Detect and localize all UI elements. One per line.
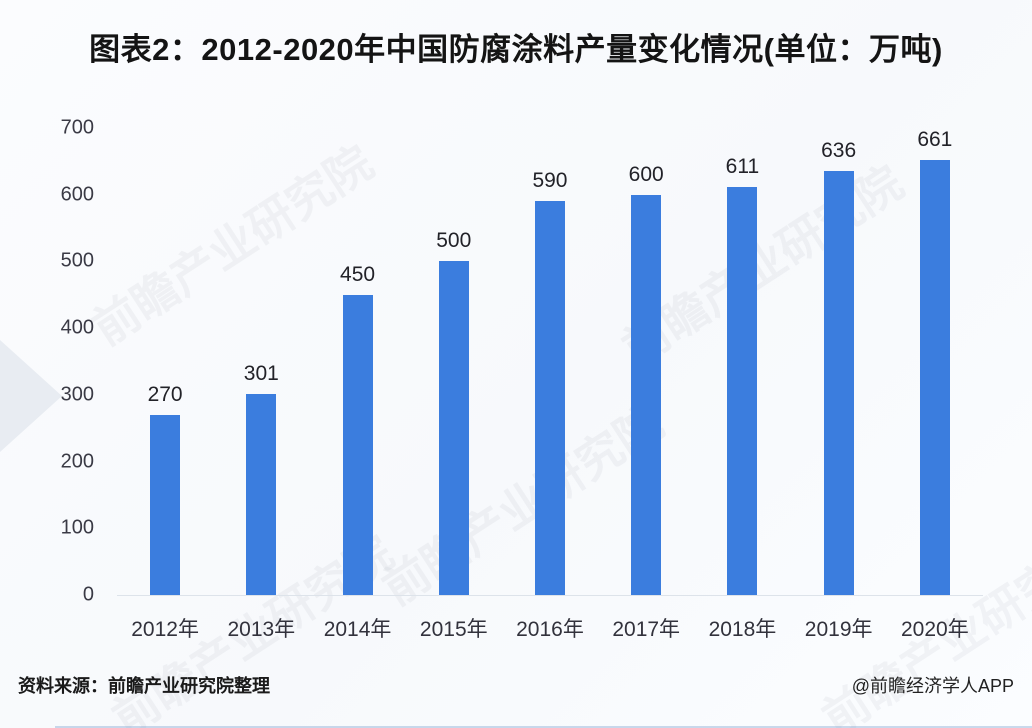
- bar: [246, 394, 277, 595]
- y-axis-tick-label: 300: [60, 383, 94, 406]
- bar-value-label: 600: [628, 162, 664, 186]
- y-axis-tick-label: 200: [60, 450, 94, 473]
- bottom-divider: [55, 726, 1032, 728]
- bar: [919, 160, 950, 595]
- x-axis-labels: 2012年 2013年 2014年 2015年 2016年 2017年 2018年 2019年…: [117, 613, 983, 643]
- bar-column: 661: [887, 128, 983, 595]
- bar: [150, 414, 181, 595]
- x-axis-label: 2018年: [708, 618, 777, 641]
- y-axis-tick-label: 600: [60, 183, 94, 206]
- bar: [727, 187, 758, 595]
- bar-column: 450: [309, 128, 405, 595]
- bar: [438, 261, 469, 595]
- bar: [823, 170, 854, 595]
- qianzhan-logo-icon: [0, 340, 62, 452]
- bar-column: 590: [502, 128, 598, 595]
- bar-value-label: 611: [725, 155, 760, 179]
- bar-value-label: 636: [821, 138, 857, 162]
- y-axis-tick-label: 100: [60, 516, 94, 539]
- bar-column: 270: [117, 128, 213, 595]
- bar-column: 301: [213, 128, 309, 595]
- bar-column: 611: [694, 128, 790, 595]
- bar-column: 636: [791, 128, 887, 595]
- x-axis-label: 2012年: [131, 618, 199, 641]
- x-axis-label: 2015年: [419, 618, 488, 641]
- x-axis-label: 2019年: [804, 618, 873, 641]
- x-axis-label: 2016年: [516, 618, 584, 641]
- y-axis-tick-label: 500: [60, 249, 94, 272]
- bar-value-label: 301: [243, 362, 279, 386]
- bar: [342, 294, 373, 595]
- source-note: 资料来源：前瞻产业研究院整理: [18, 676, 270, 696]
- x-axis-label: 2017年: [612, 618, 681, 641]
- x-axis-label: 2020年: [901, 618, 969, 641]
- y-axis-tick-label: 700: [60, 116, 94, 139]
- bar-value-label: 661: [917, 128, 953, 151]
- bar-column: 500: [406, 128, 502, 595]
- credit-note: @前瞻经济学人APP: [851, 676, 1014, 696]
- bar-plot-area: 270 301 450 500 590 600 611 636 661: [117, 128, 983, 595]
- x-axis-label: 2014年: [323, 618, 392, 641]
- bar-column: 600: [598, 128, 694, 595]
- y-axis-tick-label: 0: [82, 583, 94, 606]
- y-axis-tick-label: 400: [60, 316, 94, 339]
- bar-value-label: 500: [436, 229, 472, 253]
- x-axis-baseline: [117, 595, 983, 596]
- chart-title: 图表2：2012-2020年中国防腐涂料产量变化情况(单位：万吨): [89, 32, 943, 67]
- bar: [534, 201, 565, 595]
- bar-value-label: 270: [147, 382, 183, 406]
- bar-value-label: 590: [532, 169, 568, 193]
- x-axis-label: 2013年: [227, 618, 296, 641]
- bar: [631, 194, 662, 595]
- bar-value-label: 450: [340, 262, 376, 286]
